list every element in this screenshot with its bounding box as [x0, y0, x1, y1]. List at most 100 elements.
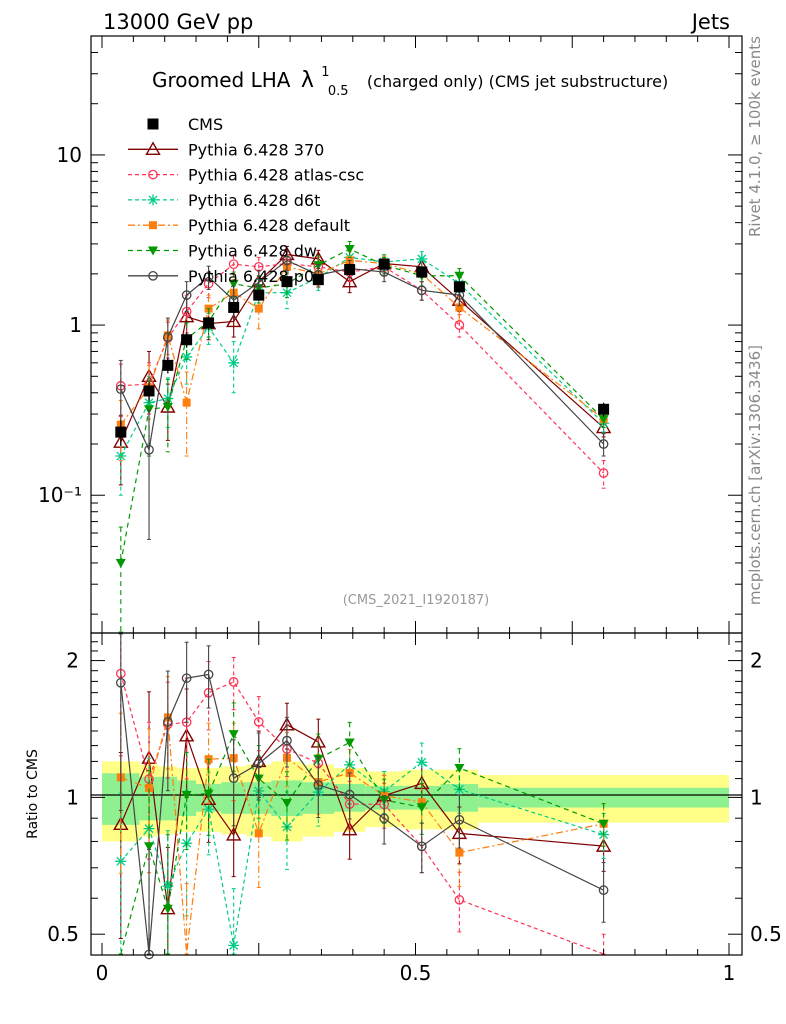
legend-label: Pythia 6.428 p0 [188, 267, 314, 286]
data-point [254, 304, 263, 313]
cms-data-point [162, 359, 174, 371]
ratio-point [181, 791, 192, 801]
ratio-y-tick-label: 1 [66, 785, 79, 809]
ratio-y-tick-label-right: 0.5 [750, 922, 782, 946]
data-point [144, 444, 154, 455]
data-point [598, 415, 609, 425]
legend-marker [145, 141, 161, 156]
ratio-point [253, 716, 264, 727]
ratio-point [598, 819, 609, 829]
ratio-point [313, 780, 324, 790]
ratio-frame [90, 632, 743, 956]
legend-marker [149, 221, 157, 230]
ratio-point [178, 727, 195, 742]
series-line [120, 256, 605, 457]
data-point [162, 403, 173, 413]
ratio-y-tick-label: 2 [66, 649, 79, 673]
analysis-id: (CMS_2021_I1920187) [343, 593, 490, 608]
ratio-stat-band [478, 787, 729, 808]
energy-label: 13000 GeV pp [103, 10, 253, 34]
ratio-stat-band [158, 776, 178, 821]
ratio-point [162, 880, 174, 892]
legend-marker-cms [147, 118, 159, 130]
data-point [416, 285, 427, 296]
cms-data-point [416, 266, 428, 278]
ratio-y-tick-labels: 2 2 1 1 0.5 0.5 [47, 649, 782, 947]
ratio-point [115, 677, 126, 688]
ratio-point [228, 773, 239, 784]
y-tick-label: 10⁻¹ [38, 483, 82, 507]
main-panel: 10 1 10⁻¹ Groomed LHA λ 1 0.5 (charged onl… [38, 35, 743, 634]
ratio-point [344, 789, 355, 800]
legend-label: Pythia 6.428 atlas-csc [188, 166, 364, 185]
legend-label: Pythia 6.428 default [188, 216, 350, 235]
series-main-cms [115, 258, 610, 446]
data-point [228, 279, 239, 289]
ratio-point [341, 821, 358, 836]
data-point [144, 405, 155, 415]
ratio-point [162, 904, 173, 914]
ratio-y-tick-label: 0.5 [47, 922, 79, 946]
data-point [181, 290, 192, 300]
data-point [344, 244, 355, 254]
ratio-line [120, 717, 604, 955]
ratio-point [162, 717, 173, 727]
data-point [228, 357, 240, 369]
legend-label: Pythia 6.428 370 [188, 140, 324, 159]
series-main-2 [115, 248, 610, 496]
plot-title: Groomed LHA λ 1 0.5 (charged only) (CMS … [152, 57, 668, 100]
data-point [203, 272, 214, 282]
x-tick-label: 0.5 [400, 961, 432, 985]
cms-data-point [203, 317, 215, 329]
cms-data-point [312, 274, 324, 286]
main-y-tick-labels: 10 1 10⁻¹ [38, 143, 82, 507]
ratio-point [203, 669, 214, 680]
data-point [341, 273, 358, 288]
rivet-version-label: Rivet 4.1.0, ≥ 100k events [746, 36, 764, 237]
cms-data-point [378, 258, 390, 270]
data-point [225, 313, 242, 328]
legend: CMS Pythia 6.428 370 Pythia 6.428 atlas-cs… [128, 115, 364, 286]
ratio-point [454, 814, 465, 825]
data-point [181, 351, 193, 363]
title-rest: (charged only) (CMS jet substructure) [367, 72, 668, 91]
legend-marker [148, 270, 158, 281]
ratio-point [379, 813, 389, 824]
title-superscript: 1 [321, 65, 329, 80]
legend-label: Pythia 6.428 d6t [188, 191, 320, 210]
title-main: Groomed LHA [152, 68, 291, 92]
ratio-line [120, 761, 604, 946]
ratio-point [454, 894, 465, 905]
process-label: Jets [690, 10, 730, 34]
ratio-point [416, 841, 427, 852]
ratio-point [228, 939, 240, 951]
series-main-4 [115, 240, 609, 633]
data-point [454, 320, 465, 330]
legend-label-cms: CMS [188, 115, 223, 134]
cms-data-point [115, 426, 127, 438]
ratio-point [455, 848, 464, 857]
data-point [182, 398, 191, 407]
ratio-point [598, 885, 609, 896]
cms-data-point [228, 301, 240, 313]
legend-label: Pythia 6.428 dw [188, 242, 317, 261]
data-point [598, 439, 609, 449]
ratio-point [228, 677, 239, 687]
y-tick-label: 10 [57, 143, 82, 167]
title-subscript: 0.5 [328, 84, 349, 99]
data-point [455, 303, 464, 312]
cms-data-point [253, 289, 265, 301]
ratio-y-tick-label-right: 2 [750, 649, 763, 673]
ratio-y-axis-label: Ratio to CMS [25, 749, 41, 839]
x-tick-labels: 0 0.5 1 [96, 961, 736, 985]
ratio-point [115, 855, 127, 867]
data-point [598, 468, 609, 478]
x-tick-label: 0 [96, 961, 109, 985]
series-line [120, 259, 605, 452]
series-line [120, 259, 604, 425]
ratio-point [145, 783, 154, 792]
ratio-panel: 2 2 1 1 0.5 0.5 Ratio to CMS [25, 632, 782, 960]
data-point [416, 253, 428, 265]
ratio-point [203, 803, 215, 815]
ratio-point [454, 763, 465, 773]
